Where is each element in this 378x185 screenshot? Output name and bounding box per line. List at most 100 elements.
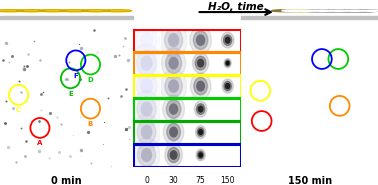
Circle shape xyxy=(224,58,231,68)
Bar xyxy=(133,75,241,98)
Point xyxy=(112,54,118,57)
Circle shape xyxy=(38,10,67,12)
Point xyxy=(73,59,79,62)
Circle shape xyxy=(165,75,182,97)
Circle shape xyxy=(226,83,230,89)
Circle shape xyxy=(199,153,202,157)
Circle shape xyxy=(138,144,156,166)
Point xyxy=(54,116,60,119)
Circle shape xyxy=(168,147,180,163)
Point xyxy=(47,111,53,114)
Point xyxy=(9,54,15,57)
Circle shape xyxy=(304,10,331,12)
Point xyxy=(76,43,82,46)
Circle shape xyxy=(141,33,152,48)
Point xyxy=(5,146,11,149)
Point xyxy=(22,154,28,157)
Circle shape xyxy=(351,10,378,12)
Circle shape xyxy=(141,79,152,93)
Circle shape xyxy=(131,20,163,60)
Circle shape xyxy=(198,59,204,67)
Text: 75: 75 xyxy=(196,176,206,185)
Bar xyxy=(133,144,241,166)
Circle shape xyxy=(198,151,204,159)
Bar xyxy=(133,29,241,52)
Circle shape xyxy=(196,149,205,161)
Point xyxy=(6,60,12,63)
Point xyxy=(91,29,97,32)
Point xyxy=(65,77,71,80)
Circle shape xyxy=(225,37,230,43)
Text: 0 min: 0 min xyxy=(51,176,82,185)
Circle shape xyxy=(103,10,132,12)
Point xyxy=(2,122,8,125)
Circle shape xyxy=(190,26,212,54)
Point xyxy=(77,116,83,119)
Point xyxy=(18,126,24,129)
Point xyxy=(105,97,111,100)
Circle shape xyxy=(166,53,181,73)
Point xyxy=(67,155,73,158)
Circle shape xyxy=(194,101,207,117)
Circle shape xyxy=(197,104,205,114)
Text: E: E xyxy=(68,91,73,97)
Point xyxy=(116,54,122,57)
Point xyxy=(118,95,124,98)
Circle shape xyxy=(194,77,208,95)
Point xyxy=(124,128,130,131)
Point xyxy=(68,77,74,80)
Circle shape xyxy=(141,56,152,70)
Text: 5 μm: 5 μm xyxy=(87,154,106,163)
Circle shape xyxy=(272,10,299,12)
Point xyxy=(21,68,27,70)
Circle shape xyxy=(160,23,187,58)
Circle shape xyxy=(137,120,156,144)
Circle shape xyxy=(345,10,365,11)
Circle shape xyxy=(297,10,317,11)
Bar xyxy=(0,16,133,19)
Bar xyxy=(133,52,241,75)
Point xyxy=(3,42,9,45)
Circle shape xyxy=(223,35,232,46)
Point xyxy=(23,64,29,67)
Circle shape xyxy=(222,79,233,93)
Point xyxy=(25,53,31,55)
Circle shape xyxy=(195,125,206,139)
Point xyxy=(87,107,93,110)
Point xyxy=(66,61,72,64)
Text: 5 μm: 5 μm xyxy=(329,152,349,161)
Point xyxy=(39,108,45,111)
Point xyxy=(100,143,106,146)
Circle shape xyxy=(361,10,378,11)
Point xyxy=(58,122,64,125)
Text: 30: 30 xyxy=(169,176,178,185)
Circle shape xyxy=(225,60,230,66)
Circle shape xyxy=(166,100,181,118)
Text: C: C xyxy=(16,107,21,113)
Text: B: B xyxy=(88,121,93,127)
Point xyxy=(94,51,101,54)
Point xyxy=(87,63,93,66)
Circle shape xyxy=(282,10,301,11)
Circle shape xyxy=(170,104,178,114)
Circle shape xyxy=(165,144,183,166)
Circle shape xyxy=(136,27,157,54)
Circle shape xyxy=(60,10,88,12)
Circle shape xyxy=(170,151,177,159)
Point xyxy=(46,156,52,159)
Point xyxy=(36,149,42,152)
Text: 150: 150 xyxy=(220,176,235,185)
Point xyxy=(22,65,28,68)
Circle shape xyxy=(141,125,152,139)
Text: A: A xyxy=(37,140,43,146)
Circle shape xyxy=(132,44,161,82)
Circle shape xyxy=(197,35,204,45)
Circle shape xyxy=(141,102,152,116)
Circle shape xyxy=(194,31,208,49)
Point xyxy=(77,155,83,158)
Circle shape xyxy=(133,138,160,172)
Point xyxy=(18,90,24,93)
Point xyxy=(123,88,129,91)
Point xyxy=(0,59,6,62)
Point xyxy=(108,164,114,167)
